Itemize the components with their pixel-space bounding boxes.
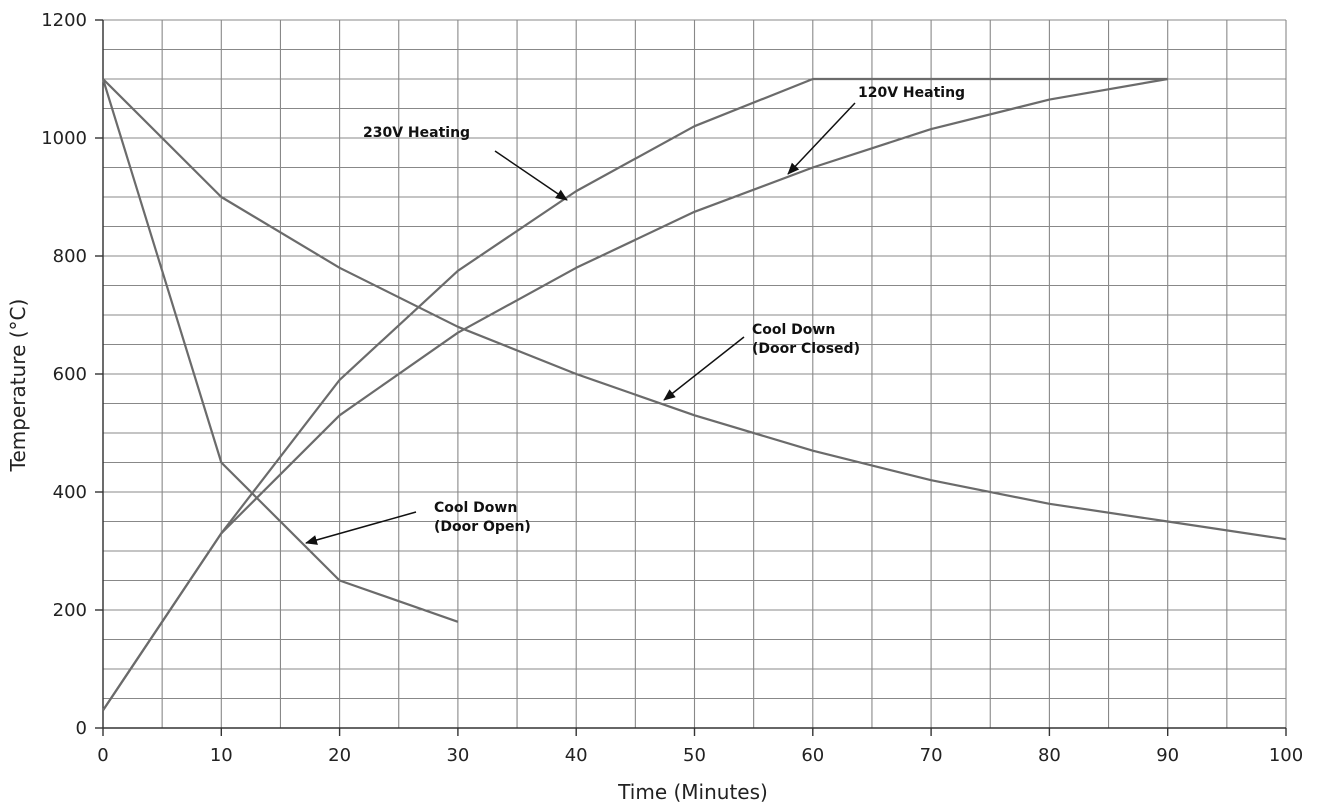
series-group xyxy=(101,77,1287,711)
y-tick-label: 600 xyxy=(53,364,87,385)
y-tick-label: 1000 xyxy=(41,128,87,149)
annotation-label: 120V Heating xyxy=(858,85,965,101)
x-tick-label: 20 xyxy=(328,745,351,766)
annotation-label: 230V Heating xyxy=(363,125,470,141)
x-tick-label: 90 xyxy=(1156,745,1179,766)
y-tick-label: 1200 xyxy=(41,10,87,31)
x-tick-label: 70 xyxy=(920,745,943,766)
series-line-1 xyxy=(102,77,1168,711)
x-tick-label: 50 xyxy=(683,745,706,766)
x-tick-label: 30 xyxy=(446,745,469,766)
series-line-4 xyxy=(101,78,459,623)
annotations: 230V Heating 120V Heating Cool Down (Door C… xyxy=(305,85,965,545)
series-line-2 xyxy=(102,77,1168,711)
x-tick-label: 60 xyxy=(801,745,824,766)
x-tick-label: 80 xyxy=(1038,745,1061,766)
x-axis-title: Time (Minutes) xyxy=(617,780,768,804)
x-tick-label: 100 xyxy=(1269,745,1303,766)
x-tick-label: 40 xyxy=(565,745,588,766)
annotation-arrow xyxy=(663,336,745,401)
annotation-arrow xyxy=(494,150,568,201)
annotation-arrow xyxy=(305,511,417,545)
tick-labels: 0 10 20 30 40 50 60 70 80 90 100020040060080010001… xyxy=(41,10,1303,766)
annotation-label: Cool Down (Door Closed) xyxy=(752,322,860,357)
y-tick-label: 200 xyxy=(53,600,87,621)
x-tick-label: 0 xyxy=(97,745,108,766)
y-tick-label: 800 xyxy=(53,246,87,267)
x-tick-label: 10 xyxy=(210,745,233,766)
series-line-3 xyxy=(102,78,1287,541)
annotation-label: Cool Down (Door Open) xyxy=(434,500,531,535)
grid xyxy=(95,19,1287,736)
y-axis-title: Temperature (°C) xyxy=(6,299,30,473)
y-tick-label: 0 xyxy=(76,718,87,739)
annotation-arrow xyxy=(787,102,856,175)
y-tick-label: 400 xyxy=(53,482,87,503)
